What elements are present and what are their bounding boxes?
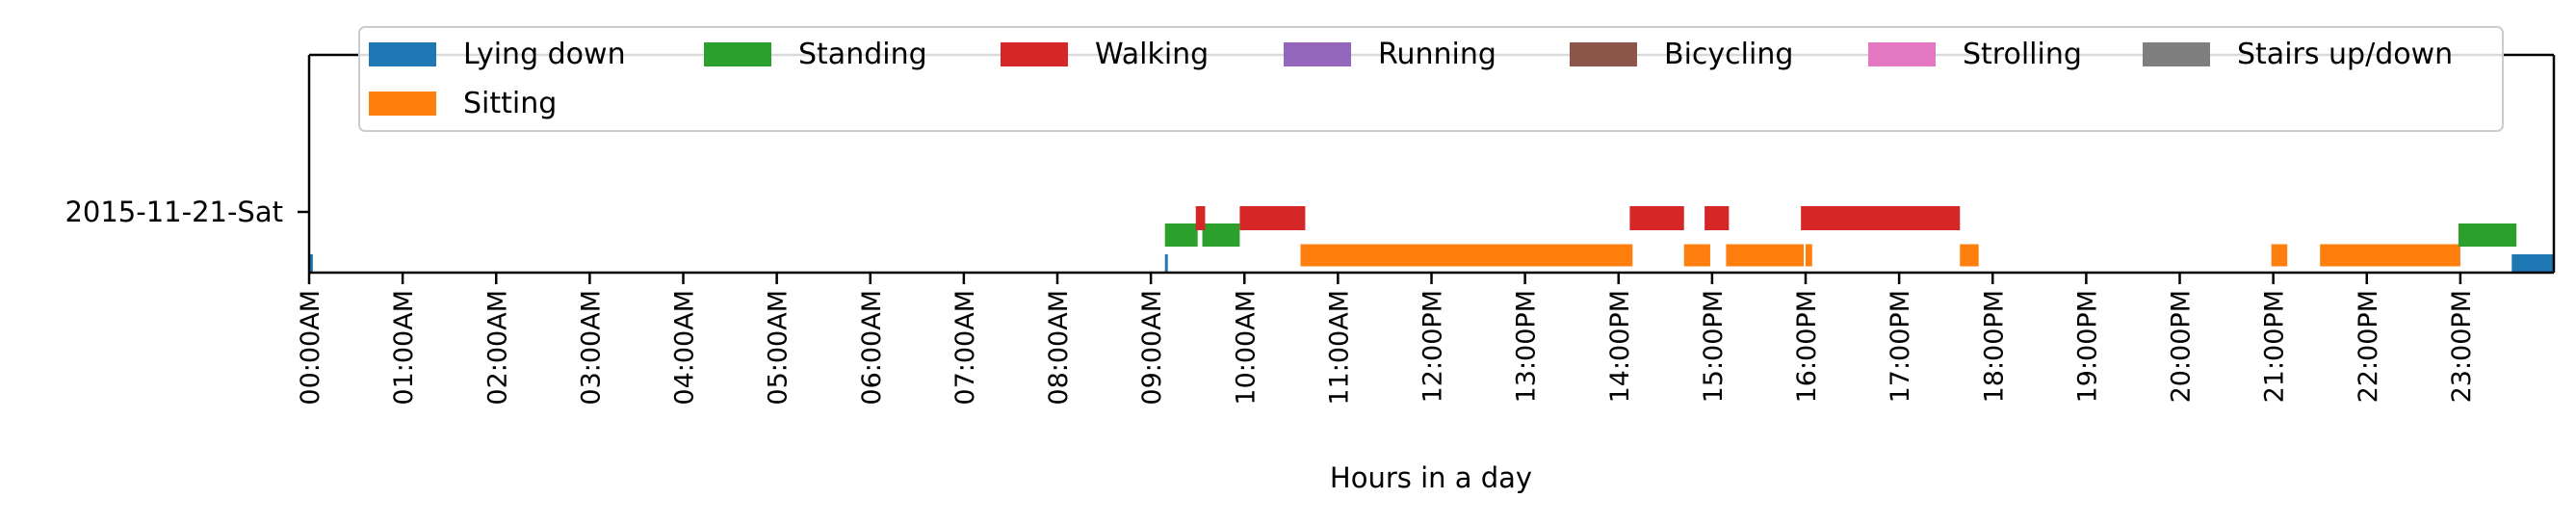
x-tick-label-17: 17:00PM: [1886, 290, 1915, 403]
legend-swatch-sitting: [369, 92, 436, 116]
x-tick-label-8: 08:00AM: [1044, 290, 1074, 406]
x-tick-label-3: 03:00AM: [576, 290, 606, 406]
bar-walking-3: [1704, 206, 1730, 230]
x-tick-label-10: 10:00AM: [1231, 290, 1261, 406]
ticks-layer: 00:00AM 01:00AM 02:00AM 03:00AM 04:00AM 05:00…: [296, 273, 2477, 406]
x-tick-label-4: 04:00AM: [670, 290, 700, 406]
bar-walking-0: [1195, 206, 1206, 230]
bar-sitting-6: [2320, 244, 2460, 267]
x-tick-label-20: 20:00PM: [2167, 290, 2197, 403]
bar-standing-1: [1202, 223, 1240, 247]
legend-swatch-strolling: [1868, 42, 1936, 66]
bar-walking-1: [1239, 206, 1306, 230]
legend-label-walking: Walking: [1095, 38, 1209, 71]
legend-label-strolling: Strolling: [1963, 38, 2082, 71]
x-tick-label-2: 02:00AM: [482, 290, 512, 406]
bar-sitting-4: [1960, 244, 1979, 267]
x-tick-label-19: 19:00PM: [2072, 290, 2102, 403]
x-tick-label-5: 05:00AM: [764, 290, 794, 406]
legend: Lying down Standing Walking Running Bicyclin…: [358, 26, 2504, 132]
bar-sitting-0: [1300, 244, 1633, 267]
legend-swatch-running: [1284, 42, 1351, 66]
legend-swatch-stairs-up-down: [2143, 42, 2210, 66]
x-tick-label-16: 16:00PM: [1792, 290, 1822, 403]
legend-label-lying-down: Lying down: [463, 38, 626, 71]
x-tick-label-22: 22:00PM: [2354, 290, 2383, 403]
legend-swatch-standing: [704, 42, 771, 66]
bar-standing-0: [1164, 223, 1198, 247]
bar-lying-down-1: [1164, 254, 1168, 273]
legend-swatch-bicycling: [1570, 42, 1637, 66]
bar-lying-down-2: [2511, 254, 2554, 273]
x-tick-label-23: 23:00PM: [2447, 290, 2477, 403]
bar-walking-2: [1629, 206, 1684, 230]
legend-box: [358, 26, 2504, 132]
bar-sitting-3: [1806, 244, 1812, 267]
x-tick-label-7: 07:00AM: [950, 290, 980, 406]
bars-layer: [309, 206, 2554, 273]
bar-walking-4: [1801, 206, 1961, 230]
bar-standing-2: [2458, 223, 2517, 247]
x-tick-label-14: 14:00PM: [1605, 290, 1635, 403]
x-tick-label-9: 09:00AM: [1137, 290, 1167, 406]
bar-lying-down-0: [309, 254, 313, 273]
x-tick-label-15: 15:00PM: [1699, 290, 1729, 403]
x-tick-label-13: 13:00PM: [1512, 290, 1542, 403]
legend-swatch-lying-down: [369, 42, 436, 66]
bar-sitting-5: [2271, 244, 2288, 267]
x-axis-label: Hours in a day: [1330, 461, 1532, 494]
x-tick-label-18: 18:00PM: [1979, 290, 2009, 403]
x-tick-label-12: 12:00PM: [1418, 290, 1448, 403]
x-tick-label-0: 00:00AM: [296, 290, 325, 406]
x-tick-label-1: 01:00AM: [389, 290, 419, 406]
legend-swatch-walking: [1001, 42, 1068, 66]
x-tick-label-6: 06:00AM: [857, 290, 887, 406]
legend-label-stairs-up-down: Stairs up/down: [2237, 38, 2453, 71]
legend-label-running: Running: [1378, 38, 1496, 71]
legend-label-bicycling: Bicycling: [1664, 38, 1793, 71]
bar-sitting-1: [1683, 244, 1710, 267]
x-tick-label-11: 11:00AM: [1324, 290, 1354, 406]
legend-label-standing: Standing: [798, 38, 927, 71]
bar-sitting-2: [1726, 244, 1805, 267]
x-tick-label-21: 21:00PM: [2260, 290, 2290, 403]
y-tick-label: 2015-11-21-Sat: [65, 196, 283, 228]
legend-label-sitting: Sitting: [463, 87, 557, 120]
